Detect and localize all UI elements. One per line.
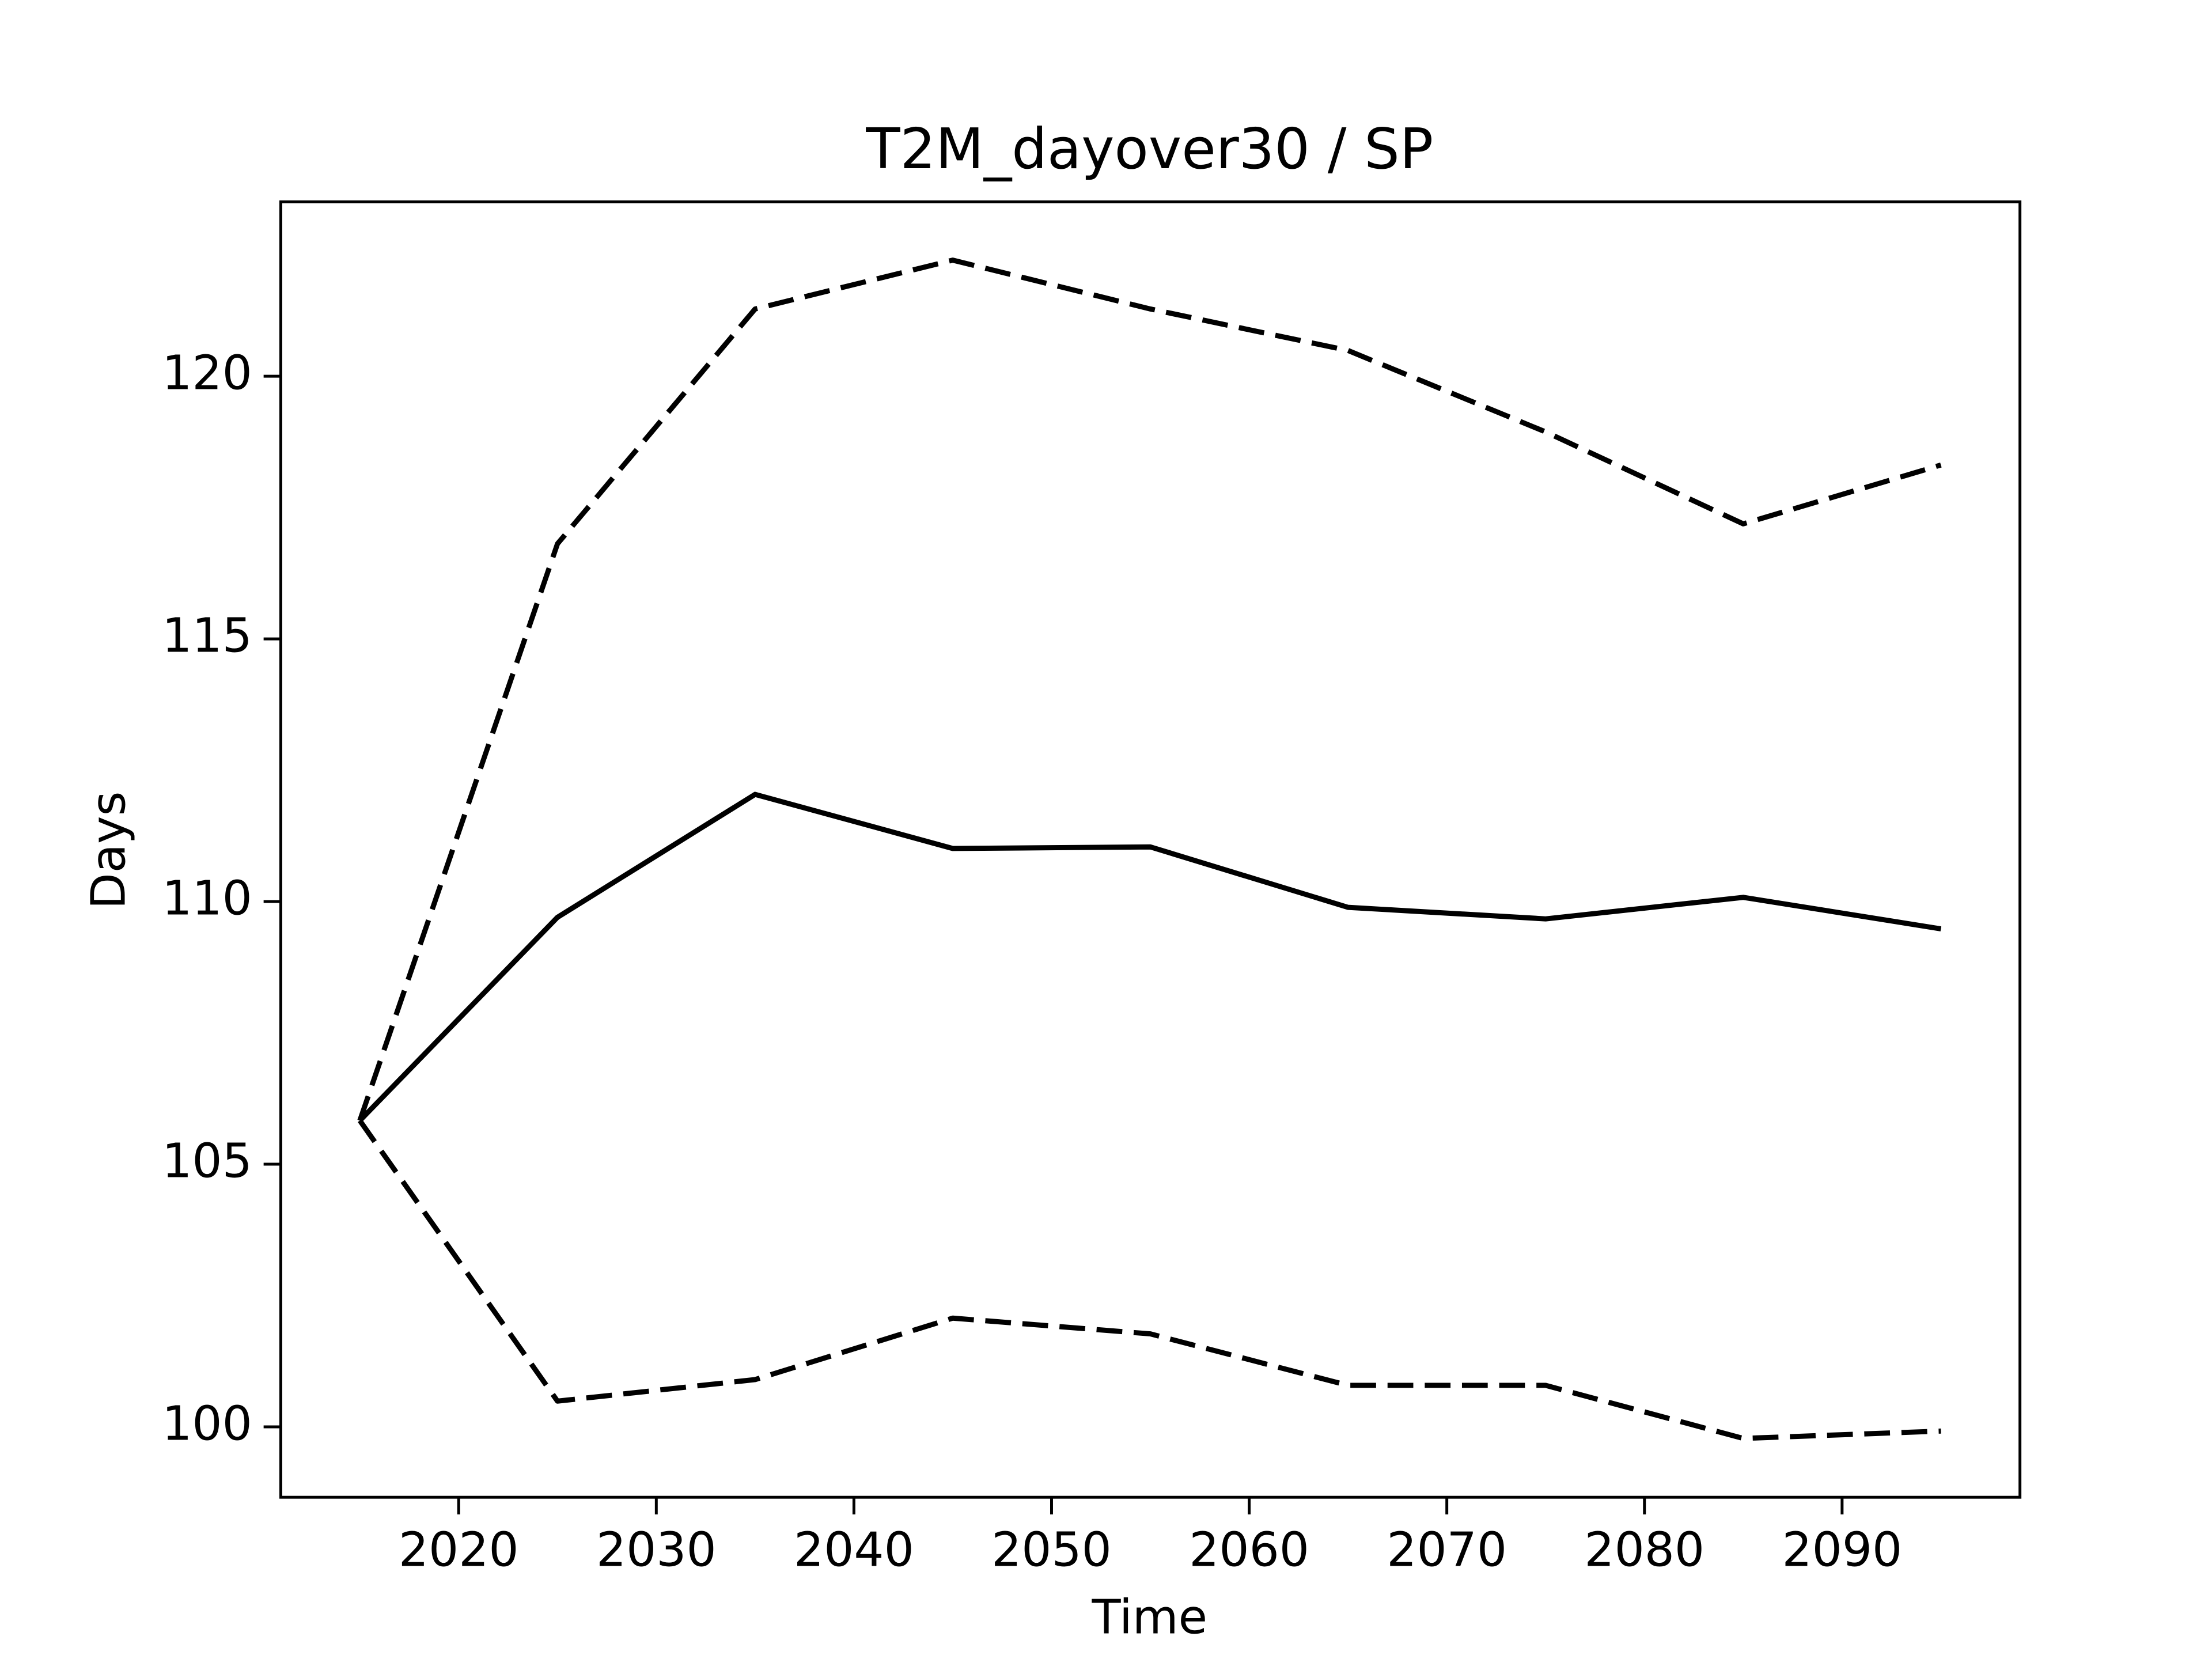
y-tick-label: 120 <box>162 346 252 401</box>
x-tick-label: 2040 <box>794 1523 914 1578</box>
y-tick-label: 110 <box>162 872 252 926</box>
line-series <box>357 257 1942 1122</box>
x-tick-label: 2050 <box>991 1523 1112 1578</box>
x-tick-label: 2030 <box>596 1523 717 1578</box>
line-series <box>358 1119 1941 1441</box>
y-axis-label: Days <box>82 791 137 910</box>
x-tick-label: 2080 <box>1584 1523 1705 1578</box>
plot-frame <box>279 200 2022 1499</box>
y-tick-label: 100 <box>162 1396 252 1451</box>
x-tick-label: 2070 <box>1387 1523 1507 1578</box>
x-tick-label: 2020 <box>399 1523 519 1578</box>
x-tick-label: 2090 <box>1782 1523 1902 1578</box>
chart-title: T2M_dayover30 / SP <box>865 116 1433 181</box>
x-tick-label: 2060 <box>1189 1523 1309 1578</box>
x-axis-label: Time <box>1091 1590 1207 1645</box>
line-series <box>358 791 1942 1123</box>
y-tick-label: 105 <box>162 1134 252 1188</box>
y-tick-label: 115 <box>162 609 252 664</box>
